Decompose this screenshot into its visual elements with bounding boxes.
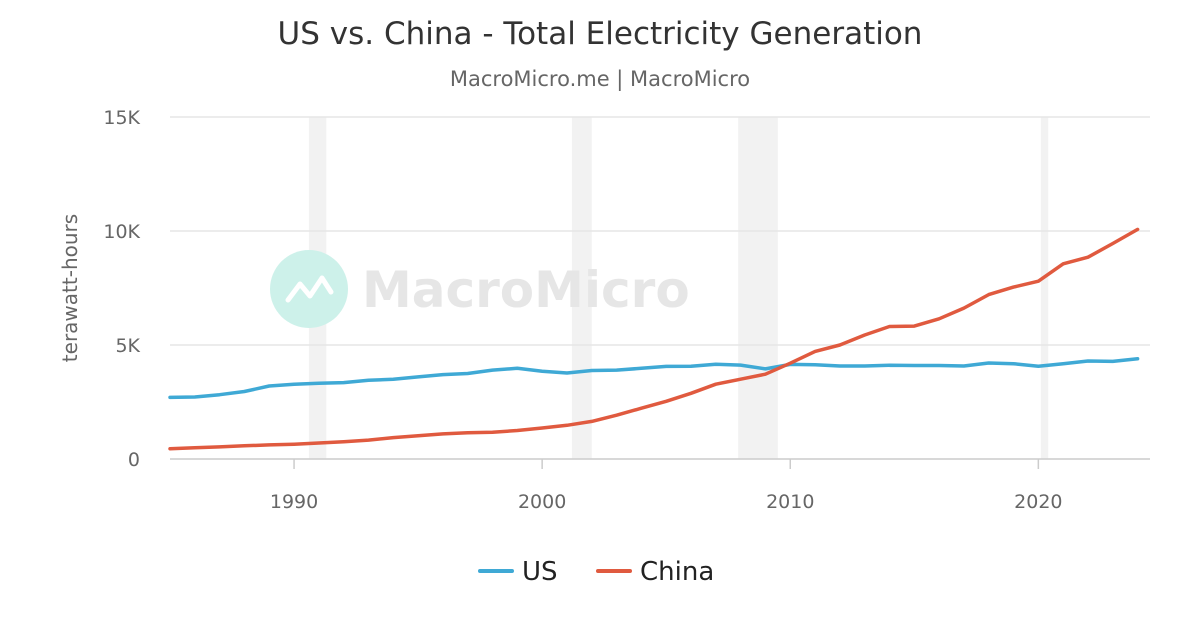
y-tick-label: 10K	[103, 221, 140, 243]
watermark-logo-icon	[270, 250, 348, 328]
chart-subtitle: MacroMicro.me | MacroMicro	[450, 67, 750, 92]
y-axis-ticks: 0 5K 10K 15K	[103, 107, 140, 471]
x-tick-label: 1990	[270, 491, 318, 513]
x-tick-label: 2000	[518, 491, 566, 513]
watermark: MacroMicro	[270, 250, 690, 328]
y-tick-label: 5K	[115, 335, 140, 357]
recession-band-3	[1040, 117, 1049, 459]
chart-title: US vs. China - Total Electricity Generat…	[278, 16, 923, 52]
y-tick-label: 15K	[103, 107, 140, 129]
legend: US China	[478, 557, 714, 587]
x-tick-label: 2020	[1014, 491, 1062, 513]
legend-label-us[interactable]: US	[522, 557, 558, 587]
recession-band-2	[738, 117, 778, 459]
y-tick-label: 0	[128, 449, 140, 471]
series-line-china	[168, 227, 1140, 451]
recession-bands	[308, 117, 1049, 459]
series-lines	[168, 227, 1140, 451]
y-axis-label: terawatt-hours	[58, 214, 82, 362]
series-line-us	[168, 356, 1140, 400]
x-tick-label: 2010	[766, 491, 814, 513]
grid-lines	[170, 116, 1150, 346]
watermark-logo-mark	[285, 275, 334, 303]
watermark-text: MacroMicro	[362, 261, 690, 319]
x-axis-ticks: 1990 2000 2010 2020	[270, 459, 1063, 513]
legend-label-china[interactable]: China	[640, 557, 714, 587]
